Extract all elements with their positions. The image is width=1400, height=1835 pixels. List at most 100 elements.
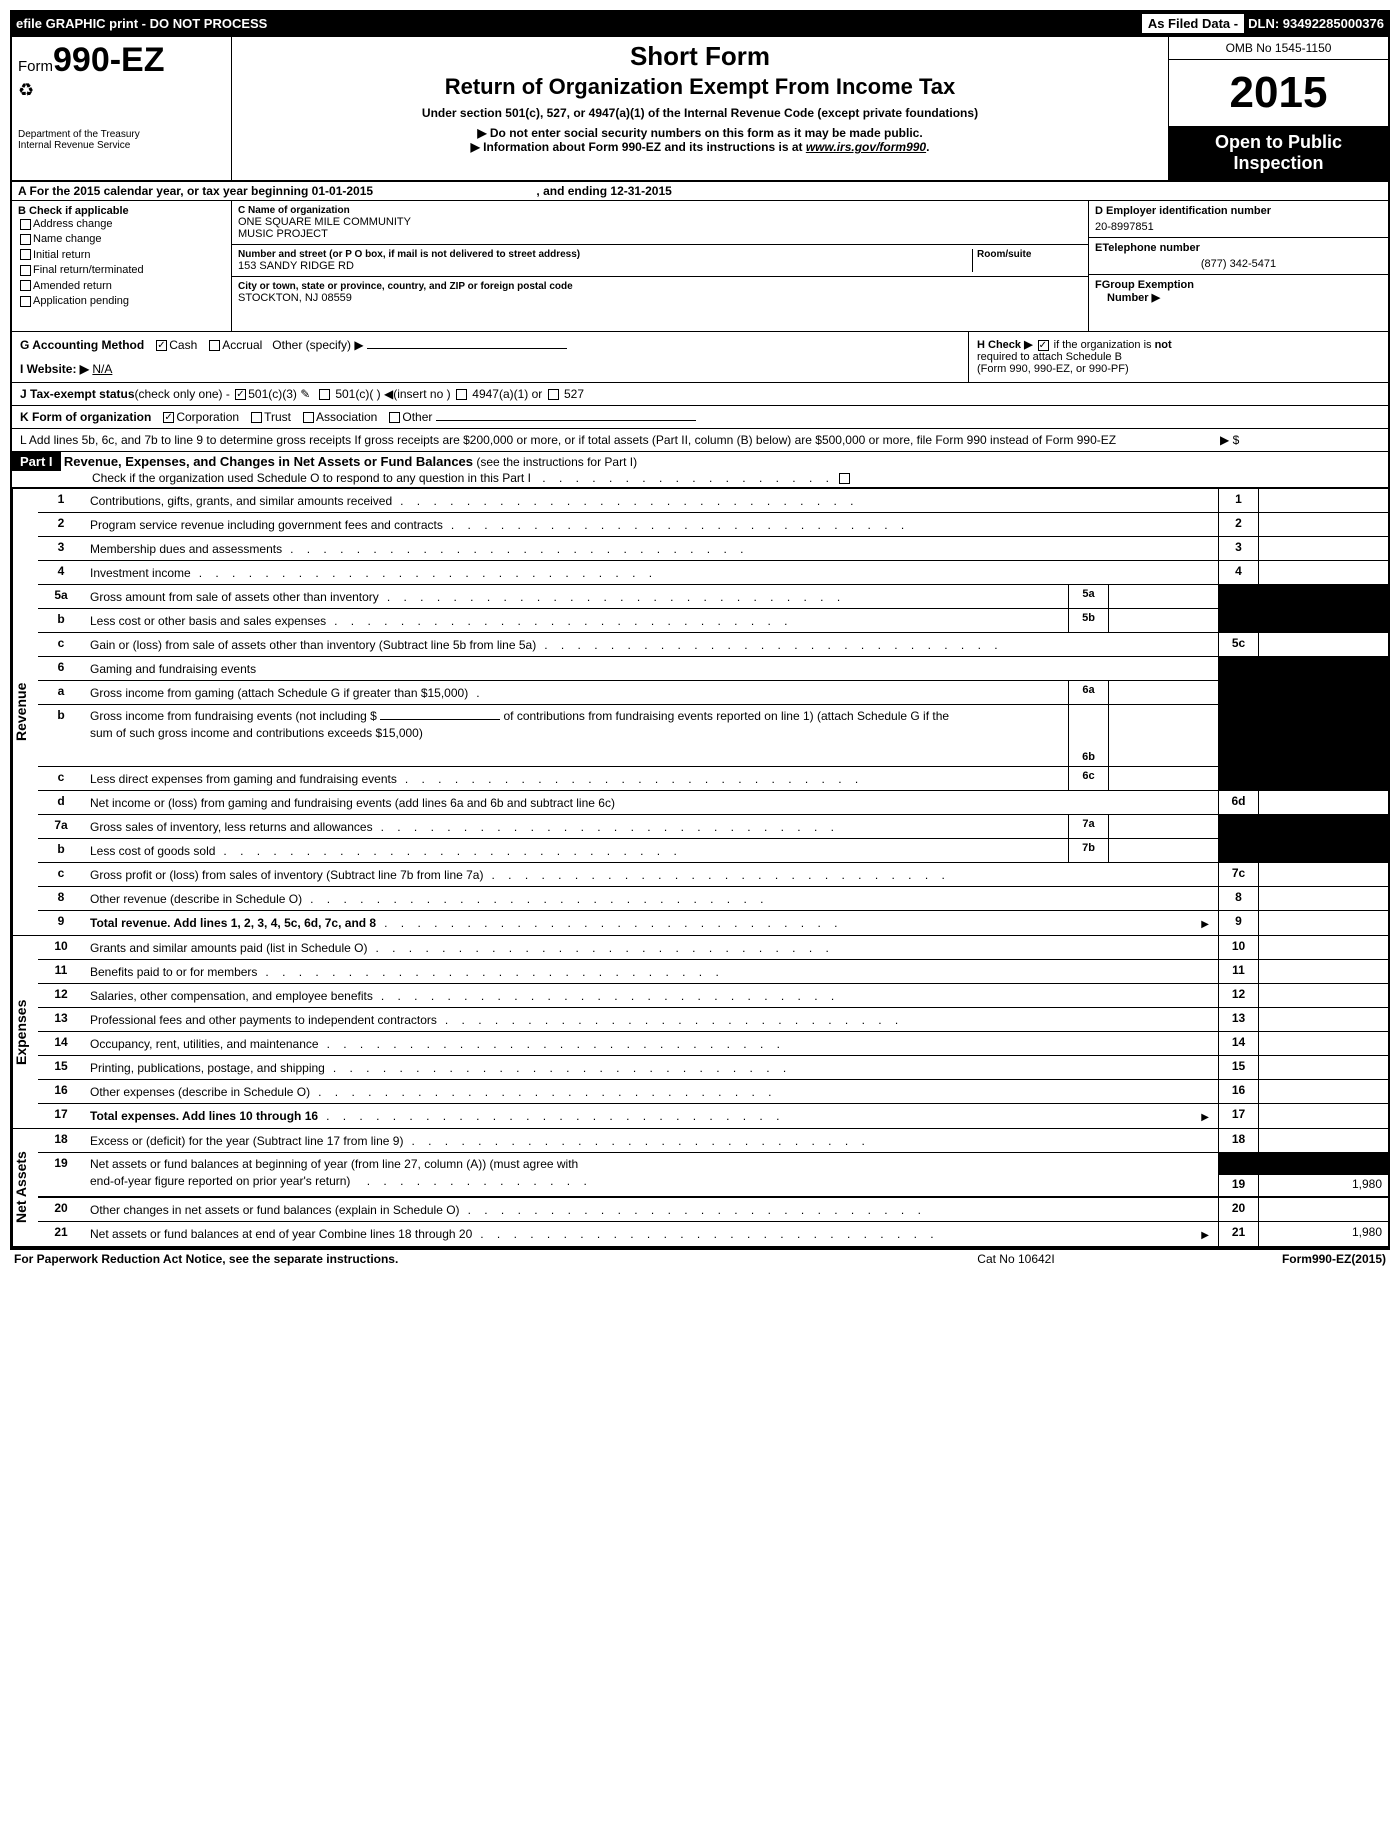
val-19: 1,980 [1258, 1174, 1388, 1197]
chk-initial: Initial return [18, 248, 225, 263]
line-1: 1 Contributions, gifts, grants, and simi… [38, 489, 1388, 513]
warn2-pre: ▶ Information about Form 990-EZ and its … [471, 140, 806, 154]
line-19: 19 Net assets or fund balances at beginn… [38, 1153, 1388, 1197]
row-a: A For the 2015 calendar year, or tax yea… [12, 182, 1388, 201]
i-label: I Website: ▶ [20, 362, 89, 376]
website-value: N/A [92, 362, 112, 376]
checkbox-icon[interactable] [20, 234, 31, 245]
c-city-label: City or town, state or province, country… [238, 281, 1082, 292]
footer-mid: Cat No 10642I [866, 1252, 1166, 1266]
footer: For Paperwork Reduction Act Notice, see … [10, 1250, 1390, 1268]
val-6d [1258, 791, 1388, 814]
line-6c: c Less direct expenses from gaming and f… [38, 767, 1388, 791]
checkbox-h[interactable] [1038, 340, 1049, 351]
line-16: 16 Other expenses (describe in Schedule … [38, 1080, 1388, 1104]
form-prefix: Form [18, 58, 53, 75]
c-addr: Number and street (or P O box, if mail i… [232, 245, 1088, 277]
other-field[interactable] [367, 348, 567, 349]
checkbox-icon[interactable] [20, 219, 31, 230]
checkbox-501c[interactable] [319, 389, 330, 400]
val-8 [1258, 887, 1388, 910]
line-5a: 5a Gross amount from sale of assets othe… [38, 585, 1388, 609]
i-row: I Website: ▶ N/A [20, 362, 960, 376]
line-6b: b Gross income from fundraising events (… [38, 705, 1388, 767]
val-5c [1258, 633, 1388, 656]
line-6d: d Net income or (loss) from gaming and f… [38, 791, 1388, 815]
line-6a: a Gross income from gaming (attach Sched… [38, 681, 1388, 705]
org-city: STOCKTON, NJ 08559 [238, 292, 1082, 304]
tel-value: (877) 342-5471 [1095, 258, 1382, 270]
line-6: 6 Gaming and fundraising events [38, 657, 1388, 681]
checkbox-icon[interactable] [20, 265, 31, 276]
part-check: Check if the organization used Schedule … [92, 471, 531, 485]
expenses-section: Expenses 10 Grants and similar amounts p… [12, 936, 1388, 1129]
tax-year: 2015 [1169, 60, 1388, 126]
checkbox-icon[interactable] [20, 249, 31, 260]
grp-label: FGroup Exemption [1095, 279, 1194, 291]
checkbox-cash[interactable] [156, 340, 167, 351]
checkbox-4947[interactable] [456, 389, 467, 400]
val-18 [1258, 1129, 1388, 1152]
line-2: 2 Program service revenue including gove… [38, 513, 1388, 537]
c-city: City or town, state or province, country… [232, 277, 1088, 331]
part-number: Part I [12, 452, 61, 471]
checkbox-icon[interactable] [20, 296, 31, 307]
checkbox-501c3[interactable] [235, 389, 246, 400]
netassets-lines: 18 Excess or (deficit) for the year (Sub… [38, 1129, 1388, 1246]
line-7c: c Gross profit or (loss) from sales of i… [38, 863, 1388, 887]
line-7a: 7a Gross sales of inventory, less return… [38, 815, 1388, 839]
checkbox-accrual[interactable] [209, 340, 220, 351]
short-form-title: Short Form [242, 41, 1158, 72]
val-9 [1258, 911, 1388, 935]
open2: Inspection [1175, 153, 1382, 174]
val-13 [1258, 1008, 1388, 1031]
line-7b: b Less cost of goods sold. . . . . . . .… [38, 839, 1388, 863]
part-title: Revenue, Expenses, and Changes in Net As… [64, 454, 473, 469]
expenses-label: Expenses [12, 936, 38, 1128]
checkbox-icon[interactable] [20, 280, 31, 291]
chk-amended: Amended return [18, 279, 225, 294]
form-container: Form990-EZ ♻ Department of the Treasury … [10, 37, 1390, 1250]
line-18: 18 Excess or (deficit) for the year (Sub… [38, 1129, 1388, 1153]
irs-link[interactable]: www.irs.gov/form990 [806, 140, 926, 154]
k-other-field[interactable] [436, 420, 696, 421]
l-arrow: ▶ $ [1200, 433, 1380, 447]
recycle-icon: ♻ [18, 80, 225, 101]
checkbox-corp[interactable] [163, 412, 174, 423]
k-row: K Form of organization Corporation Trust… [12, 406, 1388, 429]
form-number: 990-EZ [53, 41, 165, 79]
footer-right: Form990-EZ(2015) [1166, 1252, 1386, 1266]
j-note: (check only one) - [135, 387, 230, 401]
d-tel: ETelephone number (877) 342-5471 [1089, 238, 1388, 275]
line-5c: c Gain or (loss) from sale of assets oth… [38, 633, 1388, 657]
warn2-post: . [926, 140, 929, 154]
org-name1: ONE SQUARE MILE COMMUNITY [238, 216, 1082, 228]
j-row: J Tax-exempt status(check only one) - 50… [12, 383, 1388, 406]
netassets-section: Net Assets 18 Excess or (deficit) for th… [12, 1129, 1388, 1248]
revenue-lines: 1 Contributions, gifts, grants, and simi… [38, 489, 1388, 935]
c-name-label: C Name of organization [238, 205, 1082, 216]
h-text2: if the organization is [1054, 339, 1155, 351]
line-14: 14 Occupancy, rent, utilities, and maint… [38, 1032, 1388, 1056]
val-10 [1258, 936, 1388, 959]
arrow-icon [1198, 1227, 1212, 1241]
checkbox-other[interactable] [389, 412, 400, 423]
checkbox-527[interactable] [548, 389, 559, 400]
c-addr-label: Number and street (or P O box, if mail i… [238, 249, 972, 260]
h-text1: H Check ▶ [977, 339, 1033, 351]
open1: Open to Public [1175, 132, 1382, 153]
val-15 [1258, 1056, 1388, 1079]
checkbox-assoc[interactable] [303, 412, 314, 423]
line-8: 8 Other revenue (describe in Schedule O)… [38, 887, 1388, 911]
revenue-label: Revenue [12, 489, 38, 935]
org-name2: MUSIC PROJECT [238, 228, 1082, 240]
col-d: D Employer identification number 20-8997… [1088, 201, 1388, 331]
line-17: 17 Total expenses. Add lines 10 through … [38, 1104, 1388, 1128]
6b-field[interactable] [380, 719, 500, 720]
checkbox-trust[interactable] [251, 412, 262, 423]
h-text3: required to attach Schedule B [977, 351, 1122, 363]
val-1 [1258, 489, 1388, 512]
val-16 [1258, 1080, 1388, 1103]
chk-name: Name change [18, 232, 225, 247]
checkbox-schedule-o[interactable] [839, 473, 850, 484]
